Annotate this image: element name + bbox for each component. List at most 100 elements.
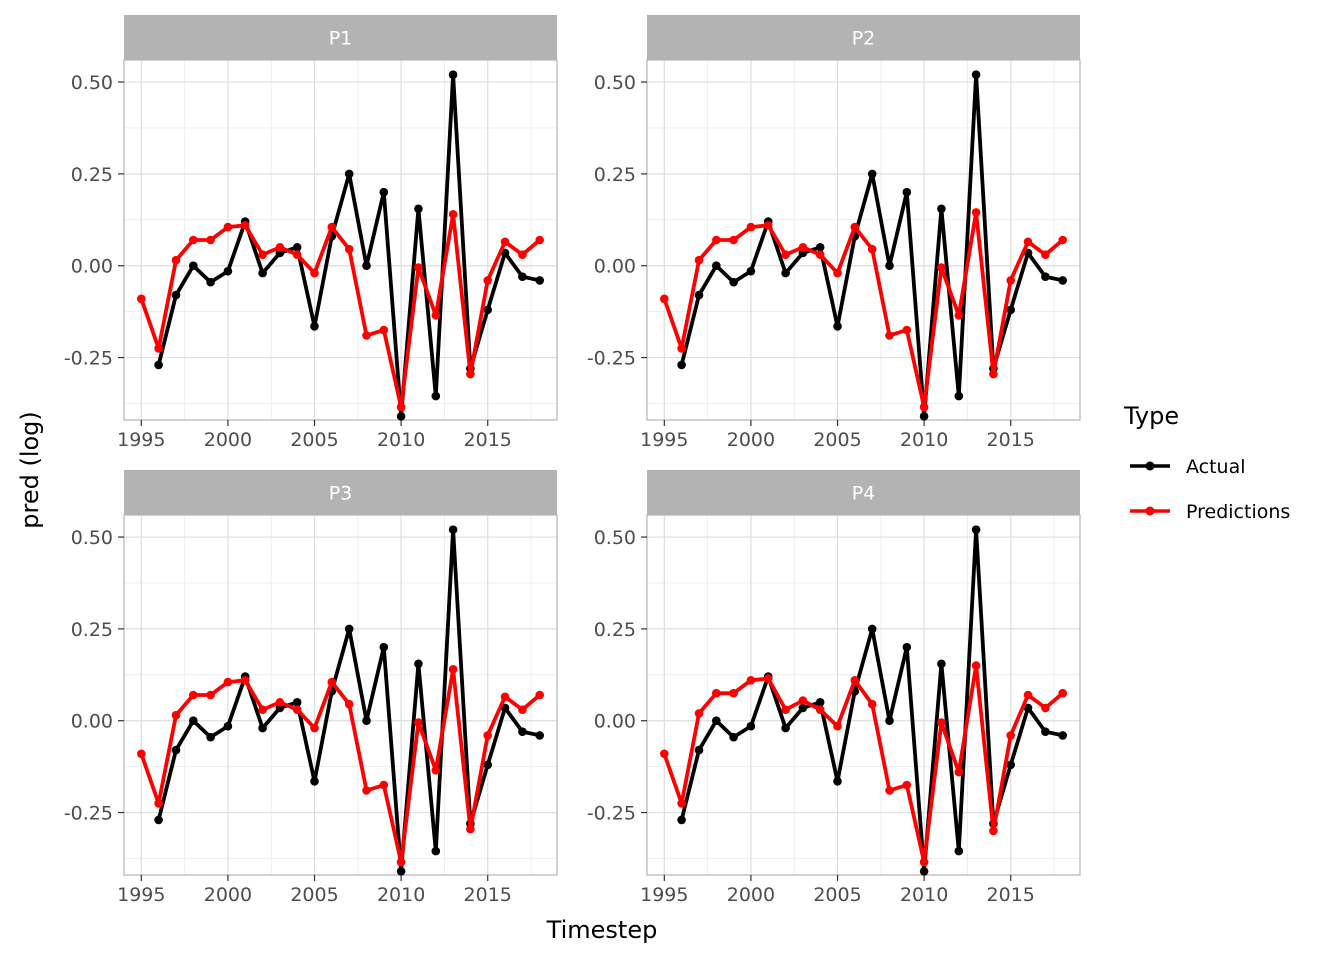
data-point-actual	[258, 268, 267, 278]
series-line-predictions	[139, 212, 542, 410]
data-point-predictions	[466, 369, 475, 379]
data-point-actual	[396, 867, 406, 876]
y-tick-label: 0.50	[71, 527, 113, 549]
x-tick-label: 2015	[464, 429, 512, 451]
x-tick-label: 1995	[640, 429, 688, 451]
data-point-predictions	[258, 705, 267, 714]
data-point-predictions	[483, 731, 493, 740]
data-point-actual	[171, 745, 181, 755]
data-point-predictions	[1006, 276, 1015, 285]
x-tick-label: 2015	[987, 884, 1035, 906]
data-point-actual	[815, 243, 825, 252]
y-tick-label: -0.25	[587, 348, 636, 370]
data-point-predictions	[781, 250, 790, 259]
data-point-predictions	[729, 235, 738, 245]
y-tick-label: 0.00	[594, 711, 636, 733]
data-point-predictions	[344, 244, 354, 254]
data-point-predictions	[206, 235, 215, 245]
data-point-actual	[206, 277, 215, 287]
data-point-actual	[798, 703, 808, 713]
data-point-actual	[1023, 703, 1033, 713]
data-point-predictions	[1023, 237, 1033, 247]
data-point-actual	[189, 261, 198, 271]
panel-border	[646, 514, 1081, 876]
data-point-actual	[189, 716, 198, 725]
data-point-predictions	[746, 676, 756, 685]
y-tick-label: 0.25	[594, 619, 636, 641]
data-point-actual	[694, 745, 704, 755]
data-point-actual	[729, 732, 738, 742]
data-point-actual	[902, 642, 912, 652]
data-point-actual	[448, 70, 458, 79]
data-point-predictions	[1041, 250, 1050, 259]
data-point-actual	[885, 261, 894, 271]
data-point-predictions	[379, 325, 389, 335]
data-point-predictions	[518, 705, 527, 714]
data-point-predictions	[137, 294, 146, 304]
data-point-predictions	[500, 237, 510, 247]
data-point-predictions	[833, 721, 842, 731]
data-point-actual	[396, 412, 406, 421]
panel-p3: P3 1995 2000 2005 2010 2015 -0.25 0.00 0.25 0.50	[64, 470, 558, 906]
legend-entry-actual: Actual	[1130, 456, 1246, 478]
panel-strip	[647, 15, 1080, 60]
data-point-actual	[171, 290, 181, 300]
data-point-predictions	[362, 786, 371, 795]
data-point-predictions	[344, 699, 354, 709]
data-point-actual	[833, 322, 842, 331]
data-point-actual	[362, 716, 371, 725]
data-point-predictions	[258, 250, 267, 259]
data-point-actual	[431, 391, 441, 401]
data-point-predictions	[396, 857, 406, 867]
y-axis-title: pred (log)	[16, 411, 44, 529]
data-point-predictions	[694, 709, 704, 718]
data-point-predictions	[396, 402, 406, 412]
data-point-predictions	[310, 723, 319, 733]
data-point-predictions	[379, 780, 389, 790]
y-tick-label: 0.50	[594, 72, 636, 94]
data-point-predictions	[937, 263, 946, 272]
data-point-predictions	[677, 344, 686, 353]
data-point-actual	[344, 624, 354, 634]
data-point-actual	[919, 412, 929, 421]
data-point-predictions	[223, 677, 233, 687]
data-point-actual	[1058, 731, 1067, 740]
x-axis-title: Timestep	[546, 916, 658, 944]
x-tick-label: 2000	[727, 429, 775, 451]
data-point-actual	[712, 261, 721, 271]
x-tick-label: 2005	[813, 884, 861, 906]
data-point-actual	[971, 70, 981, 79]
data-point-actual	[258, 723, 267, 733]
data-point-predictions	[937, 718, 946, 727]
data-point-predictions	[171, 710, 181, 720]
data-point-actual	[746, 266, 756, 276]
data-point-predictions	[867, 244, 877, 254]
data-point-actual	[937, 659, 946, 669]
data-point-predictions	[712, 688, 721, 698]
data-point-predictions	[867, 699, 877, 709]
y-tick-label: 0.25	[71, 619, 113, 641]
data-point-predictions	[954, 311, 964, 320]
data-point-predictions	[535, 690, 544, 700]
data-point-predictions	[712, 235, 721, 245]
data-point-predictions	[535, 235, 544, 245]
x-tick-label: 2000	[204, 429, 252, 451]
data-point-predictions	[1058, 235, 1067, 245]
panel-p4: P4 1995 2000 2005 2010 2015 -0.25 0.00 0.25 0.50	[587, 470, 1081, 906]
panel-title: P1	[329, 28, 353, 50]
x-tick-label: 2010	[377, 429, 425, 451]
data-point-actual	[1006, 305, 1015, 315]
data-point-actual	[362, 261, 371, 271]
panel-p2: P2 1995 2000 2005 2010 2015 -0.25 0.00 0.25 0.50	[587, 15, 1081, 451]
x-tick-label: 1995	[640, 884, 688, 906]
series-line-predictions	[139, 667, 542, 864]
legend-label-actual: Actual	[1186, 456, 1246, 478]
data-point-actual	[677, 815, 686, 825]
data-point-predictions	[798, 696, 808, 705]
data-point-actual	[483, 305, 493, 315]
y-tick-label: 0.00	[71, 256, 113, 278]
data-point-predictions	[206, 690, 215, 700]
data-point-actual	[867, 624, 877, 634]
data-point-predictions	[694, 255, 704, 265]
